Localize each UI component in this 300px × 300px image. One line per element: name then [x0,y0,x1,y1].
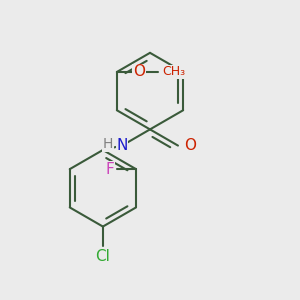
Text: N: N [116,138,128,153]
Text: H: H [103,137,113,151]
Text: F: F [105,162,114,177]
Text: CH₃: CH₃ [163,65,186,79]
Text: Cl: Cl [95,249,110,264]
Text: O: O [184,138,196,153]
Text: O: O [133,64,145,80]
